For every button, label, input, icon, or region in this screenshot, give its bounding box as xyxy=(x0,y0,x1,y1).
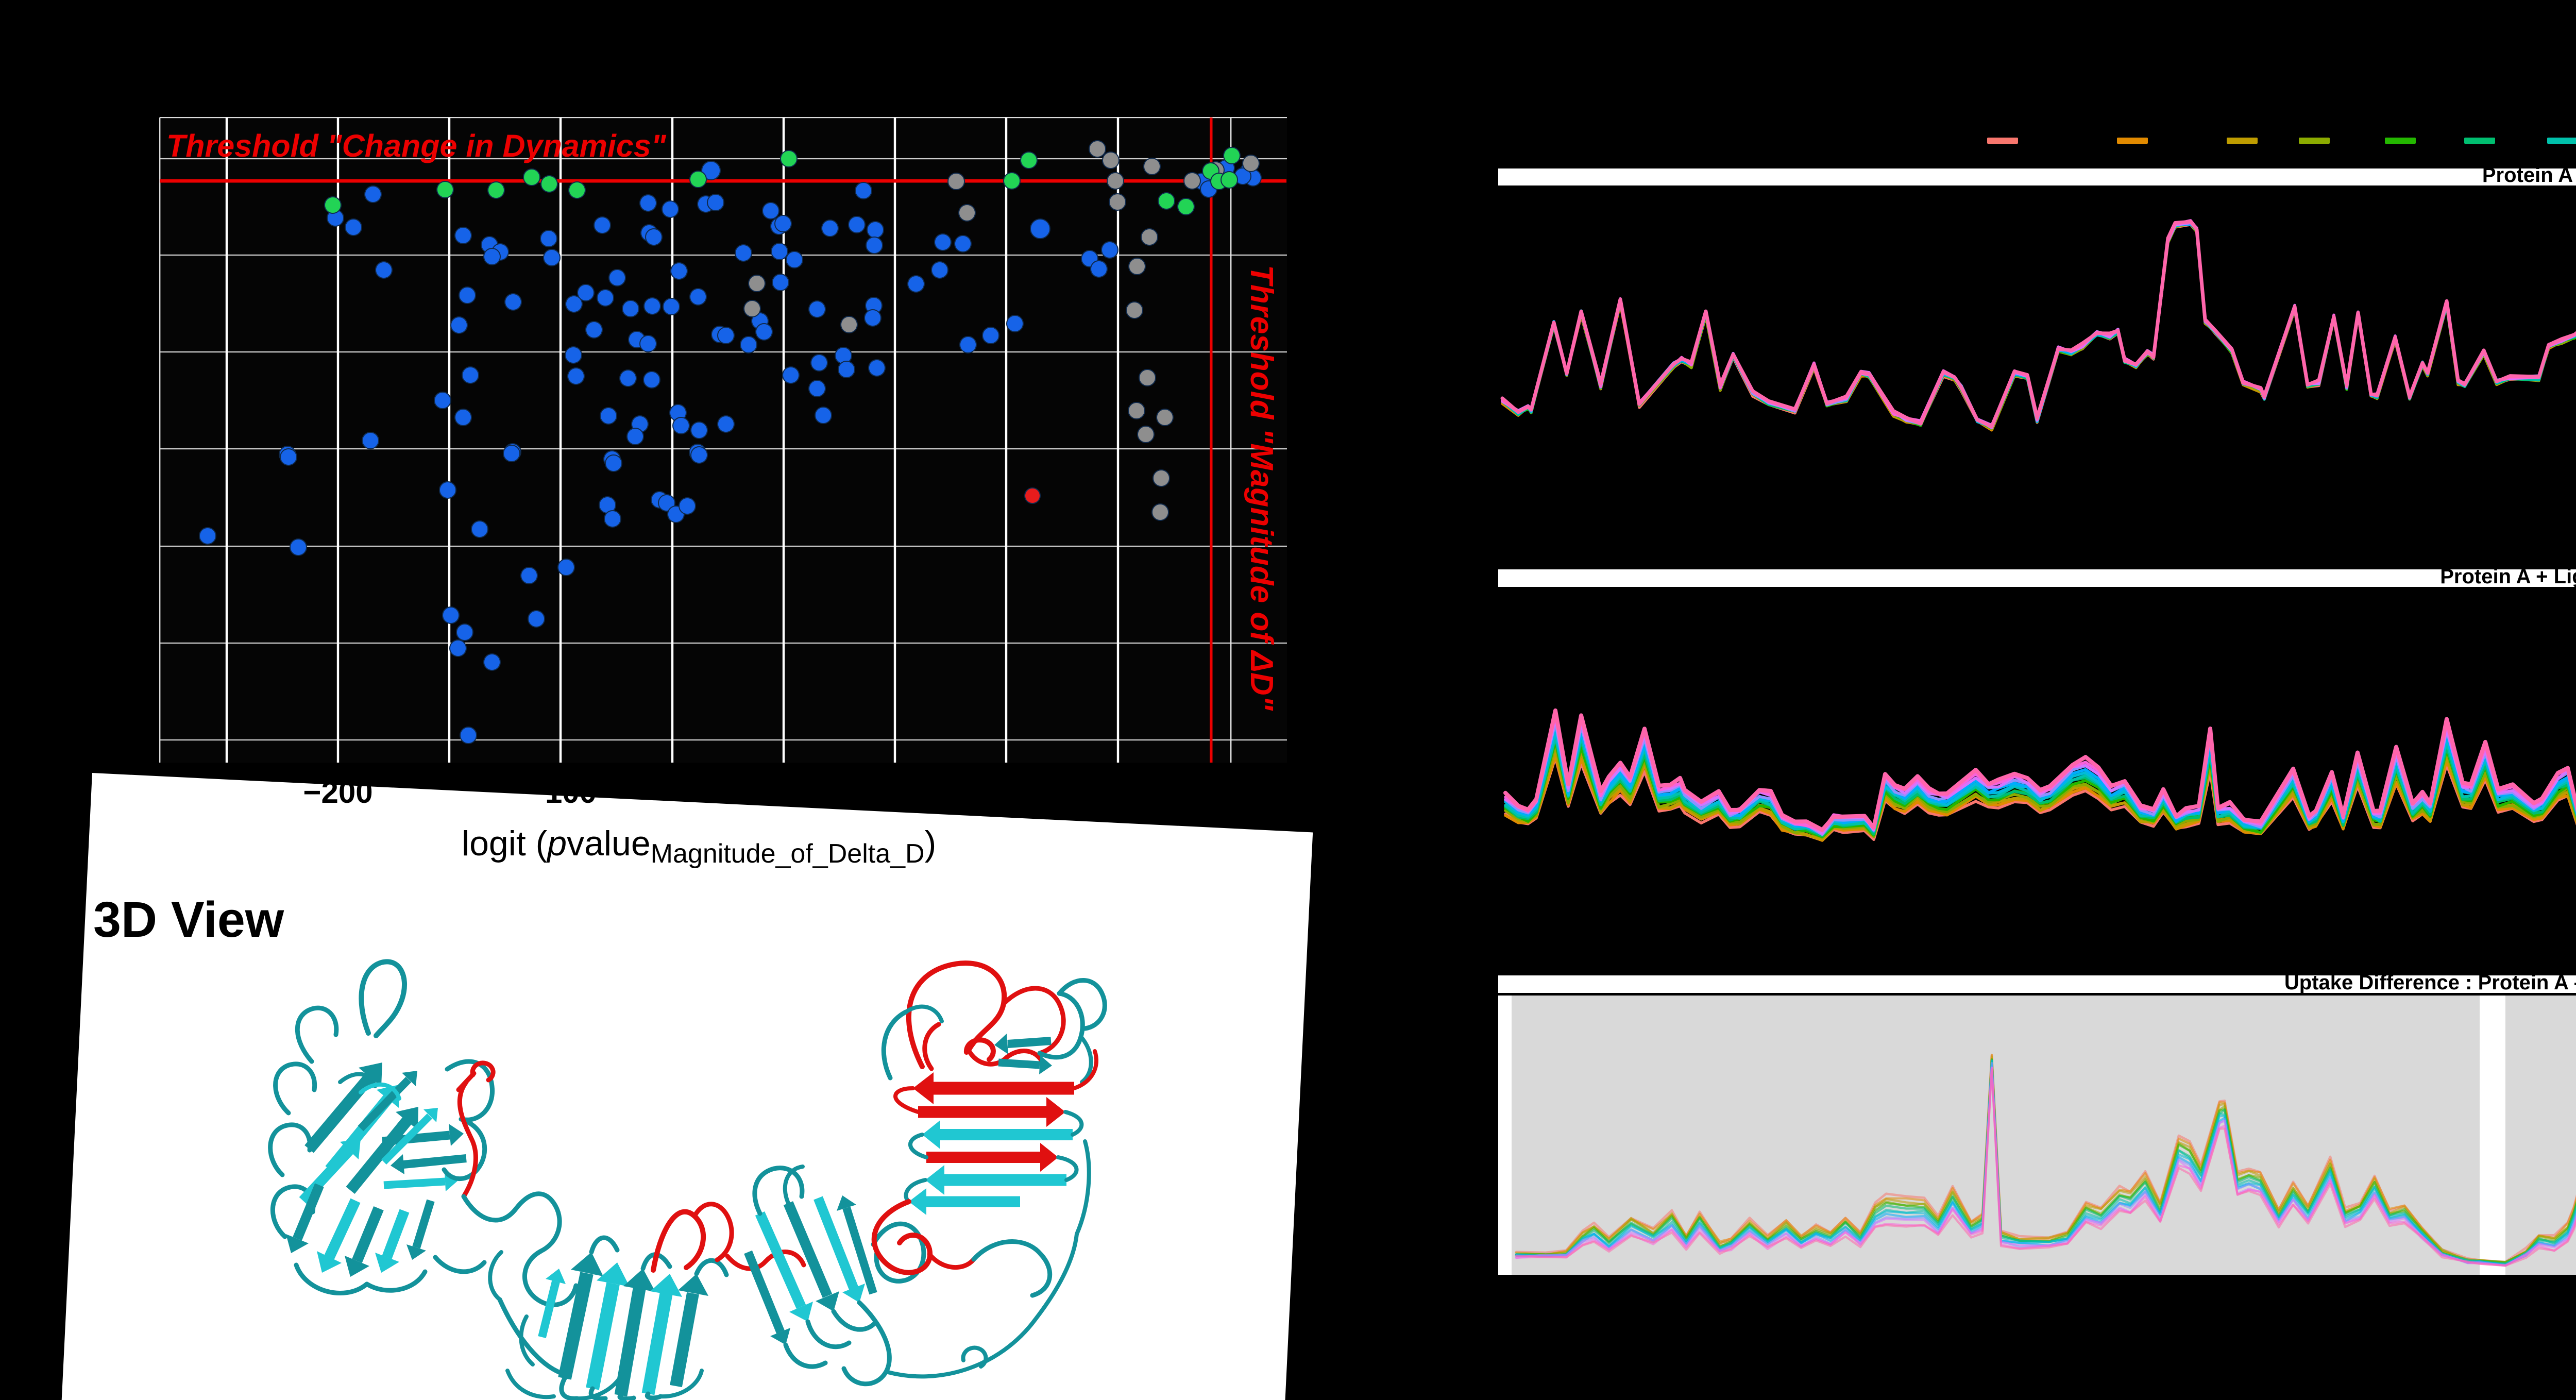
svg-text:3D View: 3D View xyxy=(93,891,284,948)
svg-text:Threshold "Magnitude of ΔD": Threshold "Magnitude of ΔD" xyxy=(1244,265,1279,712)
svg-text:Uptake Difference : Protein A: Uptake Difference : Protein A - (Protein… xyxy=(2284,971,2576,994)
svg-text:Threshold "Change in Dynamics": Threshold "Change in Dynamics" xyxy=(166,128,667,163)
svg-text:logit (pvalueMagnitude_of_Delt: logit (pvalueMagnitude_of_Delta_D) xyxy=(462,824,936,869)
svg-text:−200: −200 xyxy=(303,775,372,809)
svg-text:100: 100 xyxy=(545,775,597,809)
svg-text:Protein A: Protein A xyxy=(2482,164,2573,187)
svg-text:Protein A + Ligand: Protein A + Ligand xyxy=(2440,565,2576,588)
